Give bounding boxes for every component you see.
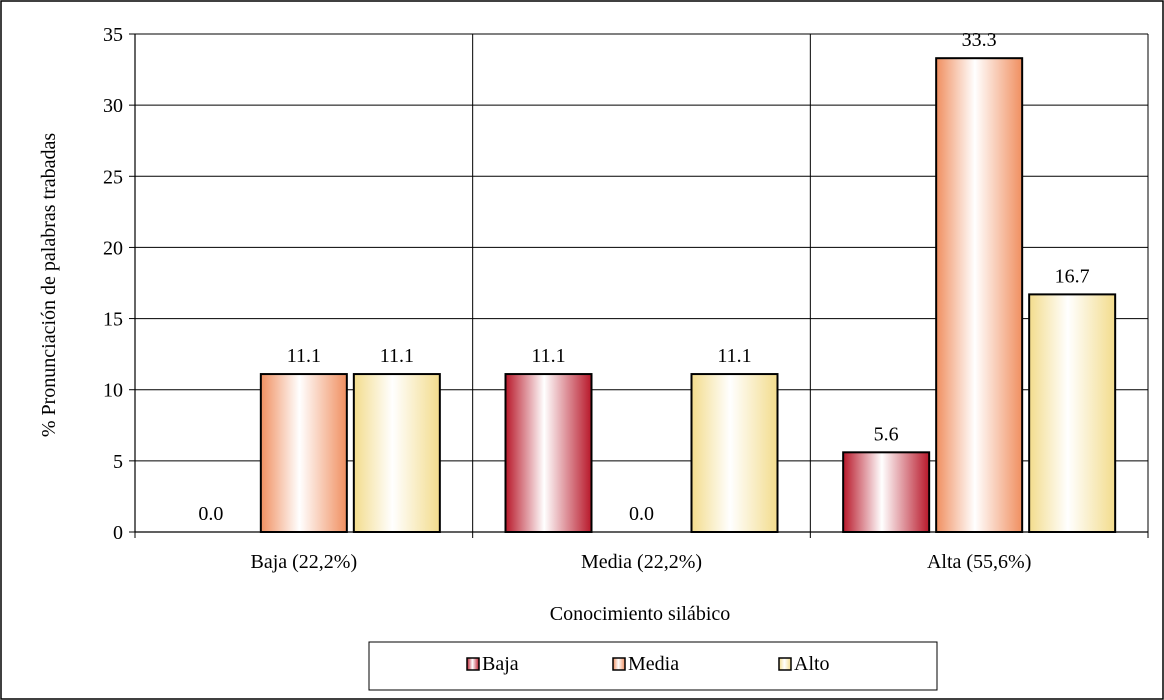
- y-axis-label: % Pronunciación de palabras trabadas: [38, 133, 60, 438]
- bar-media: [259, 373, 348, 534]
- data-label: 0.0: [629, 503, 654, 525]
- legend-swatch-alto: [778, 657, 792, 671]
- data-label: 5.6: [874, 423, 899, 445]
- y-tick-label: 20: [103, 237, 123, 259]
- data-label: 0.0: [198, 503, 223, 525]
- y-tick-label: 15: [103, 309, 123, 331]
- axes: 0 5 10 15 20 25 30 35 Baja (22,2%) Media (22,2%) A…: [103, 24, 1149, 573]
- y-tick-label: 0: [113, 522, 123, 544]
- x-tick-label: Alta (55,6%): [927, 551, 1031, 573]
- y-tick-label: 10: [103, 380, 123, 402]
- bar-media: [935, 57, 1024, 534]
- legend-swatch-baja: [466, 657, 480, 671]
- y-tick-label: 25: [103, 166, 123, 188]
- legend-label-baja: Baja: [482, 653, 519, 675]
- data-label: 11.1: [287, 345, 321, 367]
- data-label: 16.7: [1055, 265, 1090, 287]
- bar-alto: [352, 373, 441, 534]
- legend-label-alto: Alto: [794, 653, 830, 675]
- data-label: 33.3: [962, 29, 997, 51]
- bar-alto: [1028, 293, 1117, 533]
- x-tick-label: Baja (22,2%): [251, 551, 358, 573]
- y-tick-label: 35: [103, 24, 123, 46]
- data-label: 11.1: [531, 345, 565, 367]
- legend-label-media: Media: [628, 653, 679, 675]
- y-tick-label: 30: [103, 95, 123, 117]
- bar-baja: [842, 451, 931, 534]
- data-label: 11.1: [380, 345, 414, 367]
- x-axis-label: Conocimiento silábico: [550, 603, 731, 625]
- data-label: 11.1: [717, 345, 751, 367]
- legend-box: [368, 641, 938, 691]
- legend-swatch-media: [612, 657, 626, 671]
- bars: [259, 57, 1117, 534]
- data-labels: 0.0 11.1 5.6 11.1 0.0 33.3 11.1 11.1 16.7: [198, 29, 1089, 525]
- bar-baja: [504, 373, 593, 534]
- bar-alto: [690, 373, 779, 534]
- y-tick-label: 5: [113, 451, 123, 473]
- legend: Baja Media Alto: [368, 641, 938, 691]
- x-tick-label: Media (22,2%): [581, 551, 702, 573]
